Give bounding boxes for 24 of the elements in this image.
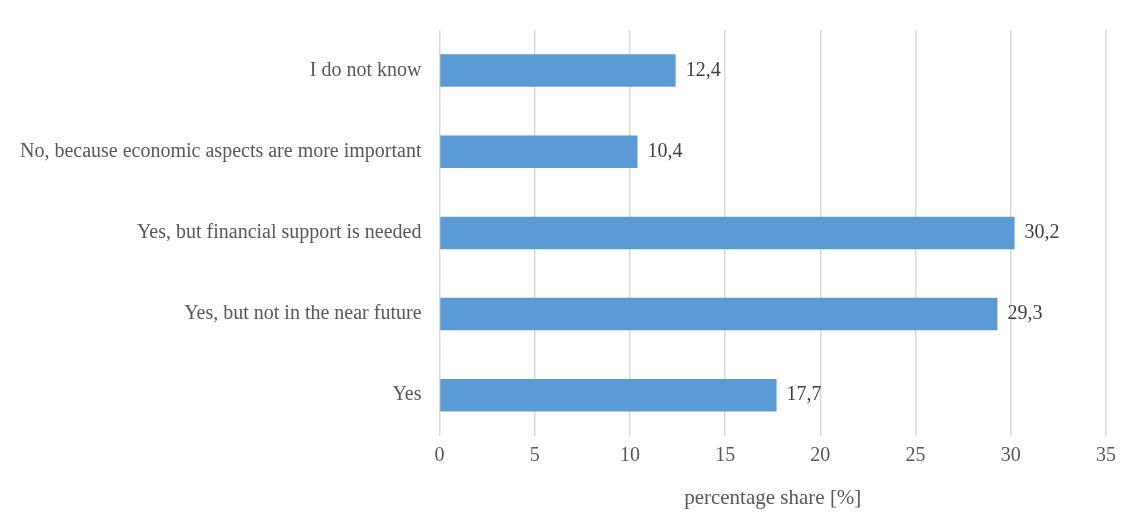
y-tick-label: I do not know (309, 57, 423, 80)
y-tick-label: No, because economic aspects are more important (19, 138, 422, 162)
data-label: 12,4 (685, 57, 721, 80)
x-axis-title: percentage share [%] (684, 484, 862, 509)
x-tick-label: 20 (810, 443, 831, 466)
x-tick-label: 10 (619, 443, 640, 466)
bar (440, 216, 1015, 250)
x-tick-label: 30 (1000, 443, 1021, 466)
bar (440, 135, 638, 168)
y-tick-label: Yes, but financial support is needed (136, 220, 422, 244)
y-tick-label: Yes, but not in the near future (184, 301, 422, 324)
data-label: 10,4 (647, 138, 683, 161)
x-tick-label: 35 (1096, 443, 1116, 466)
x-tick-label: 0 (434, 443, 445, 466)
x-tick-label: 15 (715, 443, 736, 466)
data-label: 17,7 (786, 382, 822, 405)
x-tick-label: 25 (905, 443, 926, 466)
bar (440, 297, 998, 331)
x-tick-label: 5 (529, 443, 540, 466)
bar (440, 378, 777, 412)
bar (440, 54, 676, 87)
y-tick-label: Yes (392, 382, 422, 405)
data-label: 29,3 (1007, 301, 1043, 324)
data-label: 30,2 (1024, 220, 1060, 243)
